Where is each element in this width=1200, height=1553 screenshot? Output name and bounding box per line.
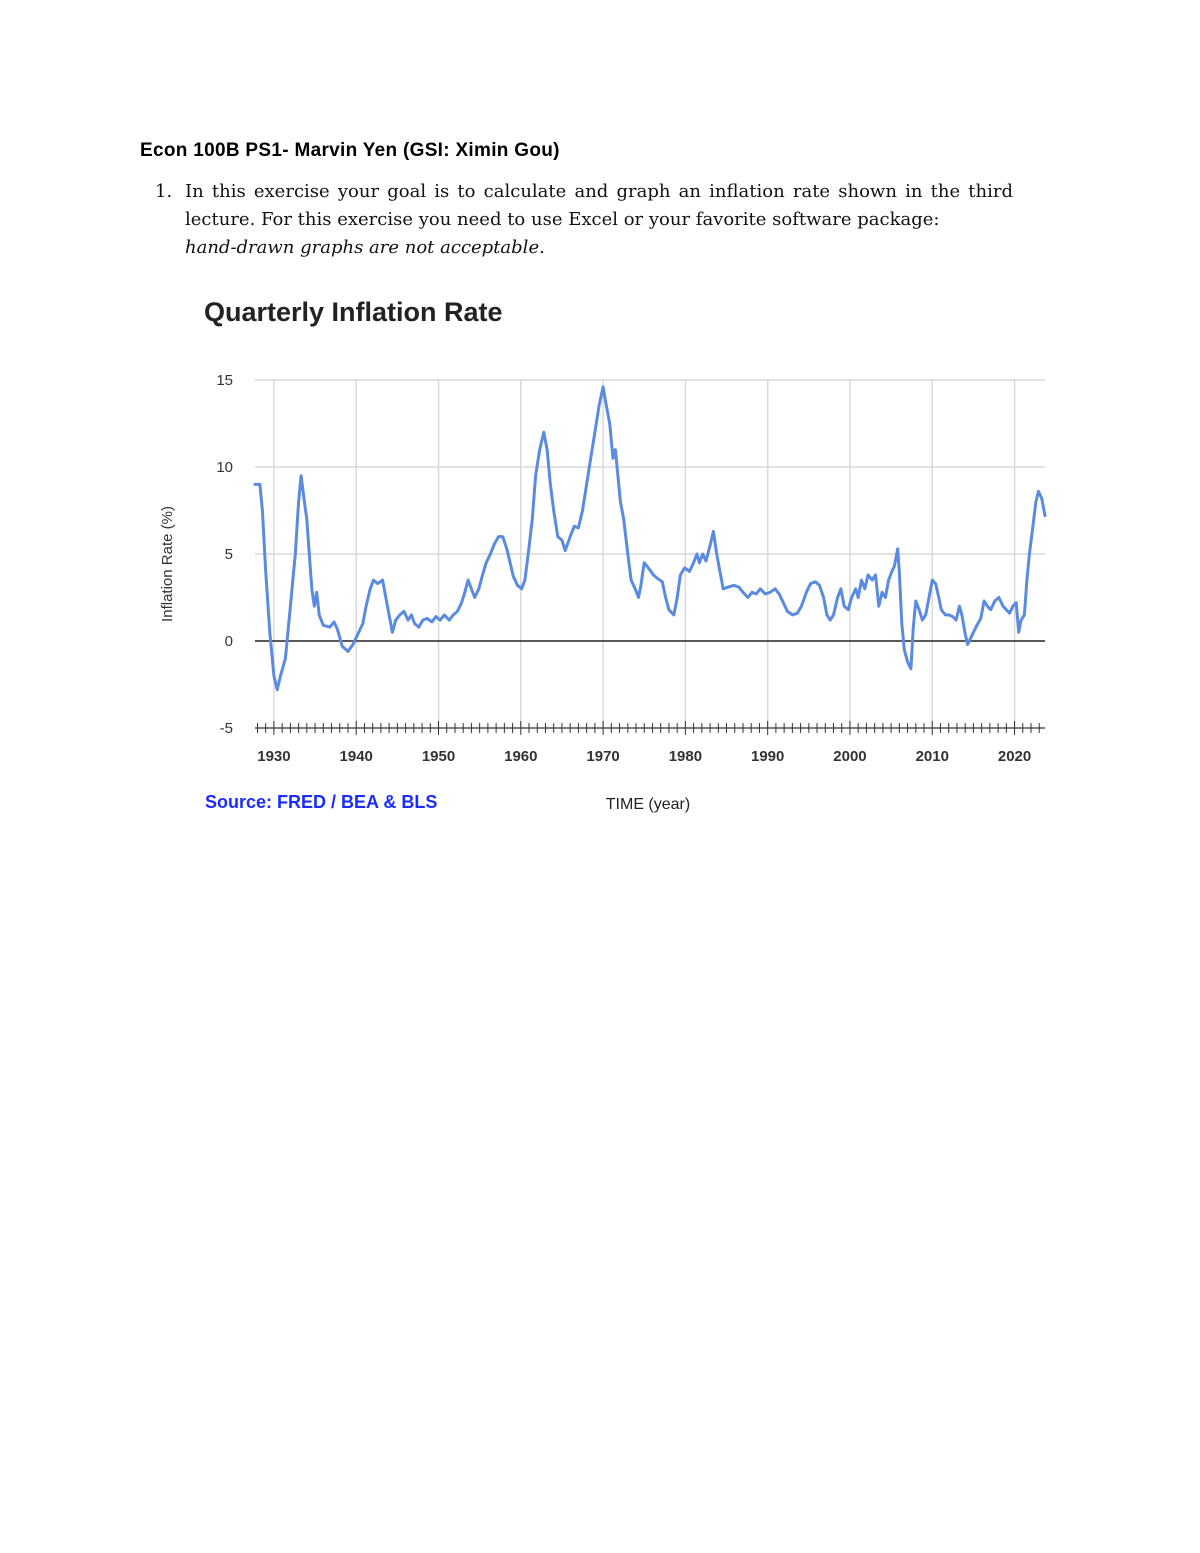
chart-ticks: -5 0 5 10 15 1930 1940 1950 1960 1970 1980 1990 2000…: [216, 372, 1045, 765]
y-tick-label: 0: [225, 633, 233, 650]
y-axis-label: Inflation Rate (%): [159, 506, 176, 622]
question-number: 1.: [155, 181, 173, 202]
series-line-inflation: [253, 385, 1047, 692]
question-text: In this exercise your goal is to calcula…: [185, 181, 1013, 230]
y-tick-label: 5: [225, 546, 233, 563]
x-tick-label: 2000: [833, 748, 866, 765]
x-tick-label: 1970: [586, 748, 619, 765]
chart-grid: [255, 379, 1045, 728]
x-tick-label: 1980: [669, 748, 702, 765]
x-tick-label: 1960: [504, 748, 537, 765]
chart-canvas: Quarterly Inflation Rate -5 0 5 10 15 1930 194…: [159, 297, 1047, 813]
y-tick-label: 15: [216, 372, 233, 389]
question-1: 1. In this exercise your goal is to calc…: [155, 178, 1013, 262]
x-tick-label: 1990: [751, 748, 784, 765]
x-tick-label: 2020: [998, 748, 1031, 765]
document-title: Econ 100B PS1- Marvin Yen (GSI: Ximin Go…: [140, 140, 560, 161]
y-tick-label: 10: [216, 459, 233, 476]
x-axis-label: TIME (year): [606, 796, 690, 813]
x-tick-label: 1950: [422, 748, 455, 765]
source-note: Source: FRED / BEA & BLS: [205, 792, 438, 812]
x-tick-label: 1930: [257, 748, 290, 765]
x-tick-label: 2010: [916, 748, 949, 765]
question-body: In this exercise your goal is to calcula…: [185, 178, 1013, 262]
chart-title: Quarterly Inflation Rate: [204, 297, 503, 327]
y-tick-label: -5: [220, 720, 233, 737]
inflation-chart: Quarterly Inflation Rate -5 0 5 10 15 1930 194…: [150, 285, 1060, 830]
x-tick-label: 1940: [340, 748, 373, 765]
question-emphasis: hand-drawn graphs are not acceptable.: [185, 237, 545, 258]
